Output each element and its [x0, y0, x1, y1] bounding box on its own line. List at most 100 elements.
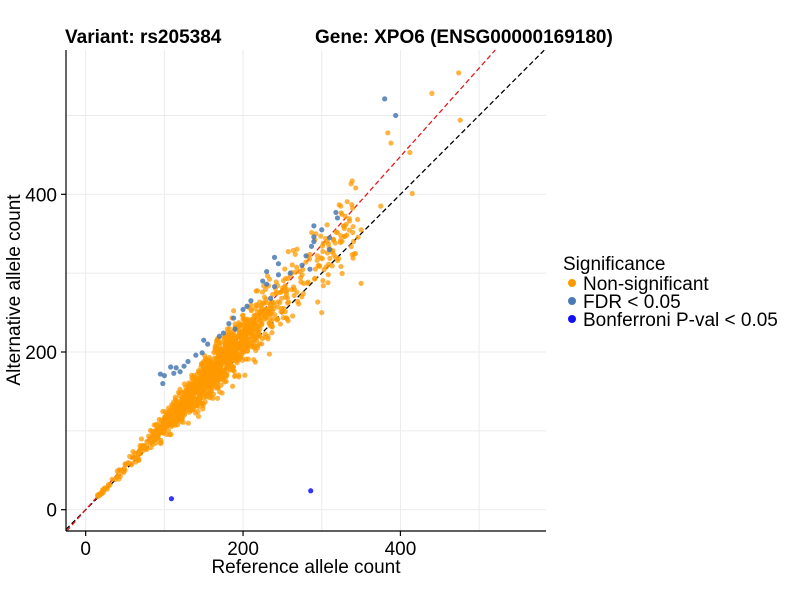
data-point-non-significant	[256, 299, 263, 305]
y-axis-label: Alternative allele count	[4, 194, 25, 386]
data-point-non-significant	[318, 255, 324, 261]
data-point-fdr-0-05	[201, 337, 207, 343]
data-point-non-significant	[309, 229, 315, 236]
data-point-fdr-0-05	[311, 223, 317, 229]
data-point-non-significant	[196, 395, 202, 401]
data-point-non-significant	[258, 305, 264, 311]
data-point-fdr-0-05	[185, 358, 191, 365]
data-point-non-significant	[169, 404, 176, 410]
data-point-non-significant	[316, 263, 323, 269]
data-point-non-significant	[215, 384, 221, 391]
legend-label: Non-significant	[583, 274, 709, 295]
data-point-fdr-0-05	[240, 306, 246, 313]
data-point-non-significant	[107, 482, 113, 488]
data-point-non-significant	[254, 345, 260, 351]
data-point-non-significant	[279, 295, 285, 301]
data-point-non-significant	[429, 90, 435, 96]
legend-label: FDR < 0.05	[583, 292, 681, 313]
x-axis-label: Reference allele count	[211, 557, 401, 578]
data-point-non-significant	[198, 384, 204, 390]
data-point-non-significant	[409, 190, 415, 197]
data-point-fdr-0-05	[308, 243, 315, 249]
data-point-non-significant	[210, 374, 216, 380]
data-point-non-significant	[130, 449, 136, 455]
data-point-fdr-0-05	[160, 380, 166, 387]
data-point-non-significant	[244, 338, 250, 344]
data-point-non-significant	[222, 335, 228, 341]
data-point-non-significant	[244, 317, 250, 323]
legend-key	[568, 297, 576, 305]
data-point-non-significant	[456, 70, 462, 76]
data-point-non-significant	[238, 345, 244, 351]
data-point-fdr-0-05	[327, 246, 333, 253]
data-point-non-significant	[188, 389, 194, 395]
data-point-non-significant	[331, 252, 337, 258]
data-point-fdr-0-05	[382, 96, 388, 102]
data-point-non-significant	[102, 485, 108, 491]
data-point-non-significant	[254, 312, 260, 319]
data-point-non-significant	[282, 266, 288, 272]
data-point-non-significant	[251, 357, 257, 363]
data-point-non-significant	[320, 277, 326, 284]
data-point-non-significant	[214, 395, 221, 401]
data-point-non-significant	[243, 332, 249, 338]
data-point-fdr-0-05	[205, 341, 211, 347]
data-point-fdr-0-05	[319, 227, 325, 233]
data-point-non-significant	[147, 436, 153, 442]
data-point-non-significant	[350, 238, 357, 245]
data-point-non-significant	[150, 432, 156, 439]
data-point-non-significant	[348, 243, 354, 250]
data-point-non-significant	[275, 316, 281, 322]
data-point-non-significant	[259, 289, 266, 295]
data-point-non-significant	[323, 235, 329, 242]
data-point-non-significant	[269, 330, 275, 336]
data-point-non-significant	[301, 280, 307, 287]
data-point-non-significant	[208, 384, 214, 391]
data-point-non-significant	[319, 309, 325, 316]
data-point-non-significant	[294, 264, 300, 270]
data-point-fdr-0-05	[307, 266, 313, 272]
data-point-non-significant	[457, 117, 463, 123]
data-point-non-significant	[327, 255, 333, 261]
data-point-non-significant	[277, 321, 284, 327]
data-point-non-significant	[178, 409, 184, 415]
data-point-fdr-0-05	[311, 234, 317, 240]
x-tick-label: 200	[227, 539, 259, 560]
data-point-fdr-0-05	[199, 350, 205, 356]
data-point-non-significant	[346, 218, 353, 224]
data-point-non-significant	[186, 409, 192, 415]
data-point-non-significant	[290, 313, 296, 319]
data-point-fdr-0-05	[232, 326, 238, 332]
data-points	[95, 70, 463, 502]
x-tick-label: 400	[385, 539, 417, 560]
data-point-non-significant	[216, 367, 222, 373]
data-point-non-significant	[218, 373, 224, 379]
data-point-non-significant	[283, 315, 289, 321]
data-point-non-significant	[229, 346, 235, 352]
data-point-non-significant	[143, 442, 150, 448]
data-point-non-significant	[248, 302, 254, 308]
data-point-non-significant	[179, 415, 185, 421]
data-point-non-significant	[350, 229, 356, 236]
data-point-non-significant	[253, 336, 259, 342]
data-point-non-significant	[123, 461, 130, 467]
data-point-non-significant	[282, 285, 288, 291]
data-point-non-significant	[192, 378, 198, 385]
data-point-non-significant	[216, 343, 223, 349]
y-tick-label: 400	[25, 185, 57, 206]
data-point-non-significant	[209, 364, 216, 370]
data-point-non-significant	[165, 427, 171, 434]
data-point-non-significant	[133, 455, 139, 461]
data-point-non-significant	[213, 356, 219, 362]
data-point-fdr-0-05	[275, 261, 282, 267]
data-point-non-significant	[229, 383, 236, 389]
data-point-non-significant	[244, 326, 250, 333]
data-point-fdr-0-05	[275, 272, 282, 278]
data-point-fdr-0-05	[264, 281, 270, 287]
data-point-non-significant	[320, 283, 326, 289]
data-point-non-significant	[201, 390, 207, 396]
y-tick-label: 0	[46, 501, 57, 522]
data-point-non-significant	[171, 414, 177, 420]
